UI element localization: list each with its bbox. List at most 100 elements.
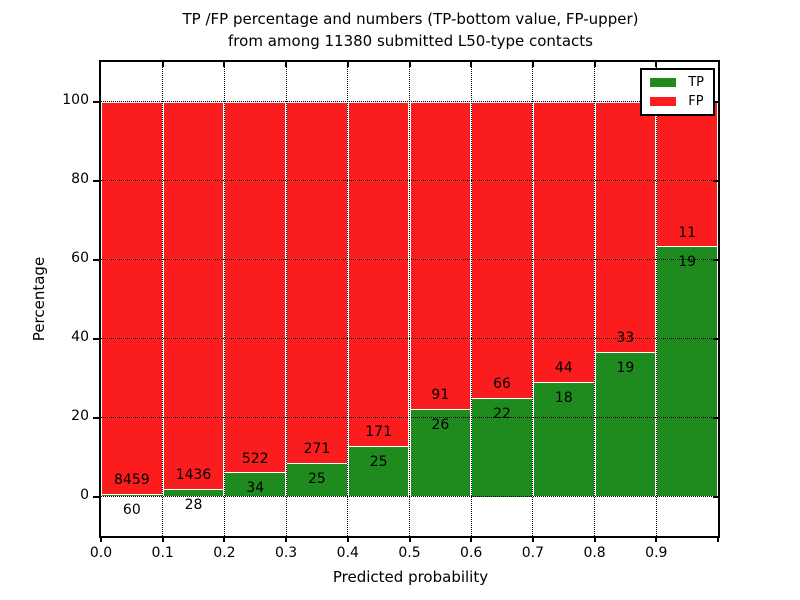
bar-label-fp: 66 <box>493 375 511 392</box>
chart-title: TP /FP percentage and numbers (TP-bottom… <box>99 8 722 52</box>
x-tick-label: 0.5 <box>398 545 421 561</box>
gridline-horizontal <box>101 417 718 418</box>
gridline-vertical <box>347 62 349 536</box>
bar-label-fp: 33 <box>616 330 635 347</box>
y-tick-label: 0 <box>80 486 89 503</box>
x-tick-mark-top <box>655 62 658 67</box>
x-tick-label: 0.2 <box>213 545 236 561</box>
x-tick-mark <box>717 538 719 542</box>
x-tick-label: 0.3 <box>274 545 298 561</box>
x-tick-label: 0.7 <box>521 545 545 561</box>
bar-label-tp: 34 <box>246 480 265 497</box>
y-tick-label: 60 <box>71 249 89 266</box>
gridline-vertical <box>223 62 225 536</box>
x-tick-mark <box>470 538 473 542</box>
y-tick-mark-right <box>713 100 718 103</box>
chart-title-line2: from among 11380 submitted L50-type cont… <box>228 32 593 50</box>
gridline-vertical <box>409 62 410 536</box>
x-tick-mark-top <box>285 62 288 67</box>
bar-segment-tp <box>409 408 472 497</box>
y-tick-label: 20 <box>71 407 89 424</box>
x-tick-mark-top <box>531 62 534 67</box>
y-tick-mark <box>93 100 99 103</box>
x-tick-mark-top <box>223 62 226 67</box>
bar-segment-fp <box>347 101 410 447</box>
y-tick-mark-right <box>713 258 718 261</box>
bar-label-fp: 11 <box>678 224 697 241</box>
bar-segment-fp <box>101 101 163 494</box>
x-tick-mark-top <box>161 62 164 67</box>
bar-label-fp: 271 <box>303 441 331 458</box>
x-tick-label: 0.9 <box>645 545 668 561</box>
bar-label-tp: 60 <box>122 501 141 518</box>
legend-label-fp: FP <box>688 94 704 109</box>
bar-segment-fp <box>409 101 472 409</box>
gridline-horizontal <box>101 496 718 497</box>
x-tick-mark-top <box>593 62 596 67</box>
y-tick-label: 80 <box>71 170 89 187</box>
bar-label-fp: 522 <box>241 450 269 467</box>
x-tick-mark <box>285 538 288 542</box>
gridline-horizontal <box>101 259 718 260</box>
x-tick-mark <box>161 538 164 542</box>
x-tick-label: 0.1 <box>151 545 174 561</box>
bar-label-tp: 25 <box>308 470 326 487</box>
gridline-vertical <box>655 62 657 536</box>
bar-segment-fp <box>471 101 533 398</box>
gridline-vertical <box>594 62 596 536</box>
bar-segment-tp <box>286 463 348 497</box>
gridline-horizontal <box>101 338 718 339</box>
bar-label-tp: 25 <box>369 453 388 470</box>
bar-label-tp: 18 <box>554 389 573 406</box>
y-tick-mark <box>93 495 99 498</box>
x-tick-mark <box>408 538 411 542</box>
y-tick-mark <box>93 416 99 419</box>
chart-title-line1: TP /FP percentage and numbers (TP-bottom… <box>182 10 639 28</box>
bar-segment-fp <box>532 101 595 382</box>
x-tick-label: 0.0 <box>89 545 113 561</box>
y-tick-label: 100 <box>62 91 89 108</box>
gridline-horizontal <box>101 101 718 102</box>
x-tick-mark-top <box>346 62 349 67</box>
legend-swatch-tp <box>650 78 677 87</box>
x-tick-label: 0.4 <box>336 545 359 561</box>
bar-segment-fp <box>286 101 348 464</box>
legend: TP FP <box>640 68 715 116</box>
bar-segment-fp <box>224 101 287 473</box>
y-tick-mark-right <box>713 337 718 340</box>
gridline-vertical <box>285 62 287 536</box>
x-tick-mark <box>531 538 534 542</box>
bar-segment-tp <box>224 472 287 497</box>
legend-swatch-fp <box>650 97 677 106</box>
x-tick-mark <box>655 538 658 542</box>
bar-segment-tp <box>594 352 657 497</box>
y-tick-mark <box>93 258 99 261</box>
x-tick-mark <box>223 538 226 542</box>
gridline-vertical <box>162 62 164 536</box>
y-tick-mark-right <box>713 179 718 182</box>
x-tick-mark <box>100 538 102 542</box>
bar-segment-tp <box>347 446 410 497</box>
x-tick-mark <box>593 538 596 542</box>
gridline-vertical <box>532 62 534 536</box>
bar-segment-tp <box>656 246 718 497</box>
y-tick-mark-right <box>713 416 718 419</box>
bar-label-fp: 171 <box>365 424 392 441</box>
y-tick-mark <box>93 179 99 182</box>
gridline-horizontal <box>101 180 718 181</box>
x-tick-label: 0.6 <box>460 545 483 561</box>
bar-segment-tp <box>471 397 533 497</box>
legend-item-tp: TP <box>650 76 704 89</box>
bar-label-fp: 1436 <box>175 467 212 484</box>
gridline-vertical <box>470 62 472 536</box>
x-tick-mark-top <box>408 62 411 67</box>
bar-label-fp: 8459 <box>114 471 150 488</box>
bar-label-tp: 19 <box>678 254 697 271</box>
bar-label-tp: 22 <box>493 405 511 422</box>
y-tick-label: 40 <box>71 328 89 345</box>
legend-label-tp: TP <box>688 75 704 90</box>
x-tick-mark <box>346 538 349 542</box>
y-tick-mark <box>93 337 99 340</box>
bar-segment-fp <box>594 101 657 353</box>
